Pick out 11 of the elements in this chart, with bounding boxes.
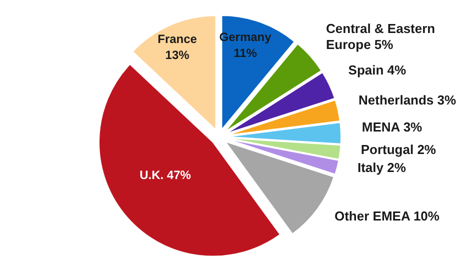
slice-label: MENA 3%: [362, 119, 423, 134]
slice-label: France: [158, 32, 198, 46]
slice-label: Other EMEA 10%: [334, 208, 440, 224]
data-label: 13%: [165, 48, 190, 62]
slice-label: Central & Eastern Europe 5%: [326, 20, 436, 52]
slice-label: U.K. 47%: [140, 168, 192, 182]
slice-label: Spain 4%: [348, 62, 407, 78]
slice-label: Portugal 2%: [360, 142, 436, 158]
slice-label: Netherlands 3%: [358, 92, 457, 108]
data-label: 11%: [234, 46, 258, 60]
slice-label: Italy 2%: [357, 160, 406, 175]
